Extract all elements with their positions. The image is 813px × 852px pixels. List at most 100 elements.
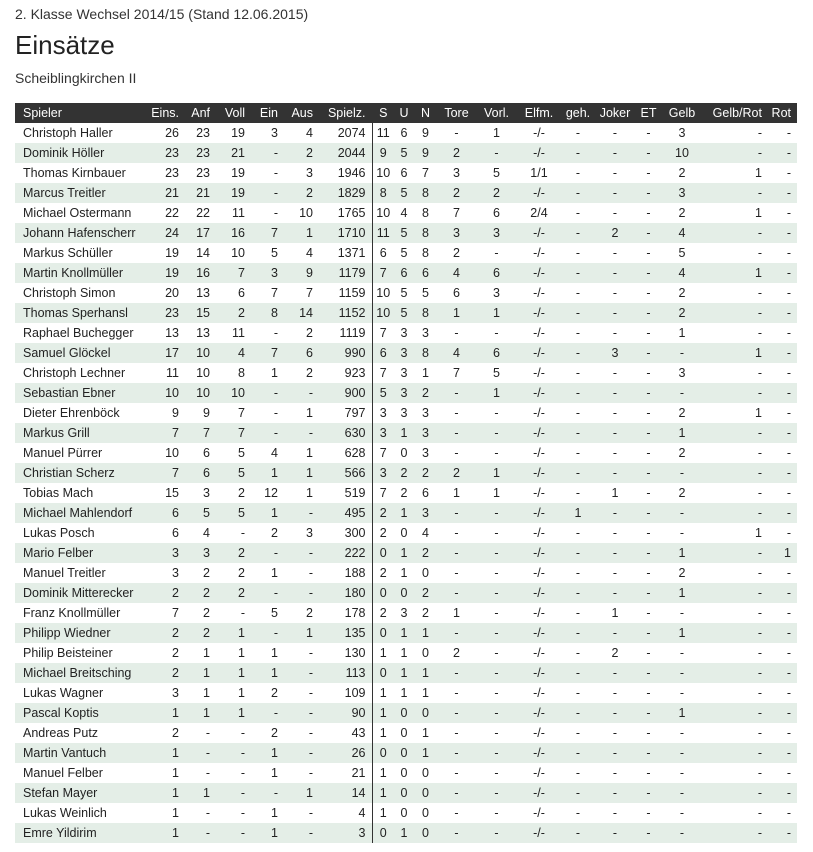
stat-cell: - [437,783,476,803]
stat-cell: 3 [371,403,394,423]
player-name: Lukas Wagner [15,683,148,703]
stat-cell: 1765 [319,203,372,223]
stat-cell: - [635,703,662,723]
player-name: Markus Schüller [15,243,148,263]
player-name: Stefan Mayer [15,783,148,803]
player-name: Dominik Mitterecker [15,583,148,603]
stat-cell: - [561,243,595,263]
stat-cell: - [437,723,476,743]
stat-cell: - [185,803,216,823]
stat-cell: - [437,543,476,563]
stat-cell: - [437,803,476,823]
stat-cell: 5 [185,503,216,523]
stat-cell: 3 [414,423,437,443]
stat-cell: - [561,563,595,583]
stat-cell: - [635,803,662,823]
stat-cell: 2 [414,383,437,403]
stat-cell: 8 [414,223,437,243]
stat-cell: - [768,703,797,723]
player-name: Sebastian Ebner [15,383,148,403]
stat-cell: 2 [216,303,251,323]
stat-cell: 6 [394,123,414,143]
column-header: Voll [216,103,251,123]
stat-cell: - [635,223,662,243]
stat-cell: 1119 [319,323,372,343]
stat-cell: 5 [394,183,414,203]
player-name: Michael Ostermann [15,203,148,223]
stat-cell: - [284,563,319,583]
stat-cell: 3 [394,363,414,383]
stat-cell: 2 [437,643,476,663]
stat-cell: -/- [517,443,561,463]
stat-cell: 11 [216,323,251,343]
stat-cell: - [561,743,595,763]
stat-cell: 11 [371,123,394,143]
player-name: Raphael Buchegger [15,323,148,343]
stat-cell: 6 [394,263,414,283]
stat-cell: - [635,303,662,323]
stat-cell: - [595,183,635,203]
stat-cell: 0 [414,703,437,723]
stat-cell: - [595,363,635,383]
player-name: Johann Hafenscherr [15,223,148,243]
stat-cell: - [561,643,595,663]
column-header: U [394,103,414,123]
stat-cell: 1 [371,803,394,823]
stat-cell: - [635,463,662,483]
stat-cell: - [768,183,797,203]
stat-cell: 1 [702,523,768,543]
stat-cell: 3 [251,263,284,283]
column-header: ET [635,103,662,123]
column-header: Tore [437,103,476,123]
stat-cell: - [662,823,702,843]
stat-cell: - [284,643,319,663]
stat-cell: - [251,183,284,203]
stat-cell: - [768,363,797,383]
stat-cell: 6 [394,163,414,183]
stat-cell: - [251,163,284,183]
stat-cell: - [768,283,797,303]
stat-cell: 4 [251,443,284,463]
stat-cell: - [284,683,319,703]
stat-cell: - [476,523,517,543]
stat-cell: - [595,583,635,603]
stat-cell: - [251,423,284,443]
stat-cell: 6 [185,443,216,463]
stat-cell: - [476,723,517,743]
stat-cell: - [662,643,702,663]
stat-cell: 1 [476,303,517,323]
stat-cell: - [185,823,216,843]
stat-cell: 6 [371,243,394,263]
stat-cell: 1 [216,683,251,703]
stat-cell: 1 [284,483,319,503]
stat-cell: - [561,263,595,283]
stat-cell: 1 [251,463,284,483]
stat-cell: - [251,203,284,223]
stat-cell: 3 [371,463,394,483]
stat-cell: - [595,503,635,523]
stat-cell: - [768,723,797,743]
stat-cell: - [662,663,702,683]
stat-cell: - [437,503,476,523]
stat-cell: 3 [394,403,414,423]
player-row: Martin Knollmüller 19 16 7 3 9 1179 7 6 6 4 6 -/- - - -… [15,263,797,283]
stat-cell: 23 [148,143,185,163]
stat-cell: - [251,583,284,603]
stat-cell: - [702,243,768,263]
stat-cell: - [635,163,662,183]
stat-cell: -/- [517,703,561,723]
stat-cell: 2 [371,563,394,583]
player-row: Tobias Mach 15 3 2 12 1 519 7 2 6 1 1 -/- -1-2- - [15,483,797,503]
stat-cell: - [437,663,476,683]
stat-cell: 8 [216,363,251,383]
stat-cell: - [284,723,319,743]
stat-cell: - [561,483,595,503]
stat-cell: - [284,703,319,723]
stat-cell: 2 [662,483,702,503]
stat-cell: - [476,803,517,823]
stat-cell: - [662,523,702,543]
stat-cell: - [635,203,662,223]
stat-cell: 1 [476,463,517,483]
team-name: Scheiblingkirchen II [15,70,137,86]
stat-cell: - [595,403,635,423]
